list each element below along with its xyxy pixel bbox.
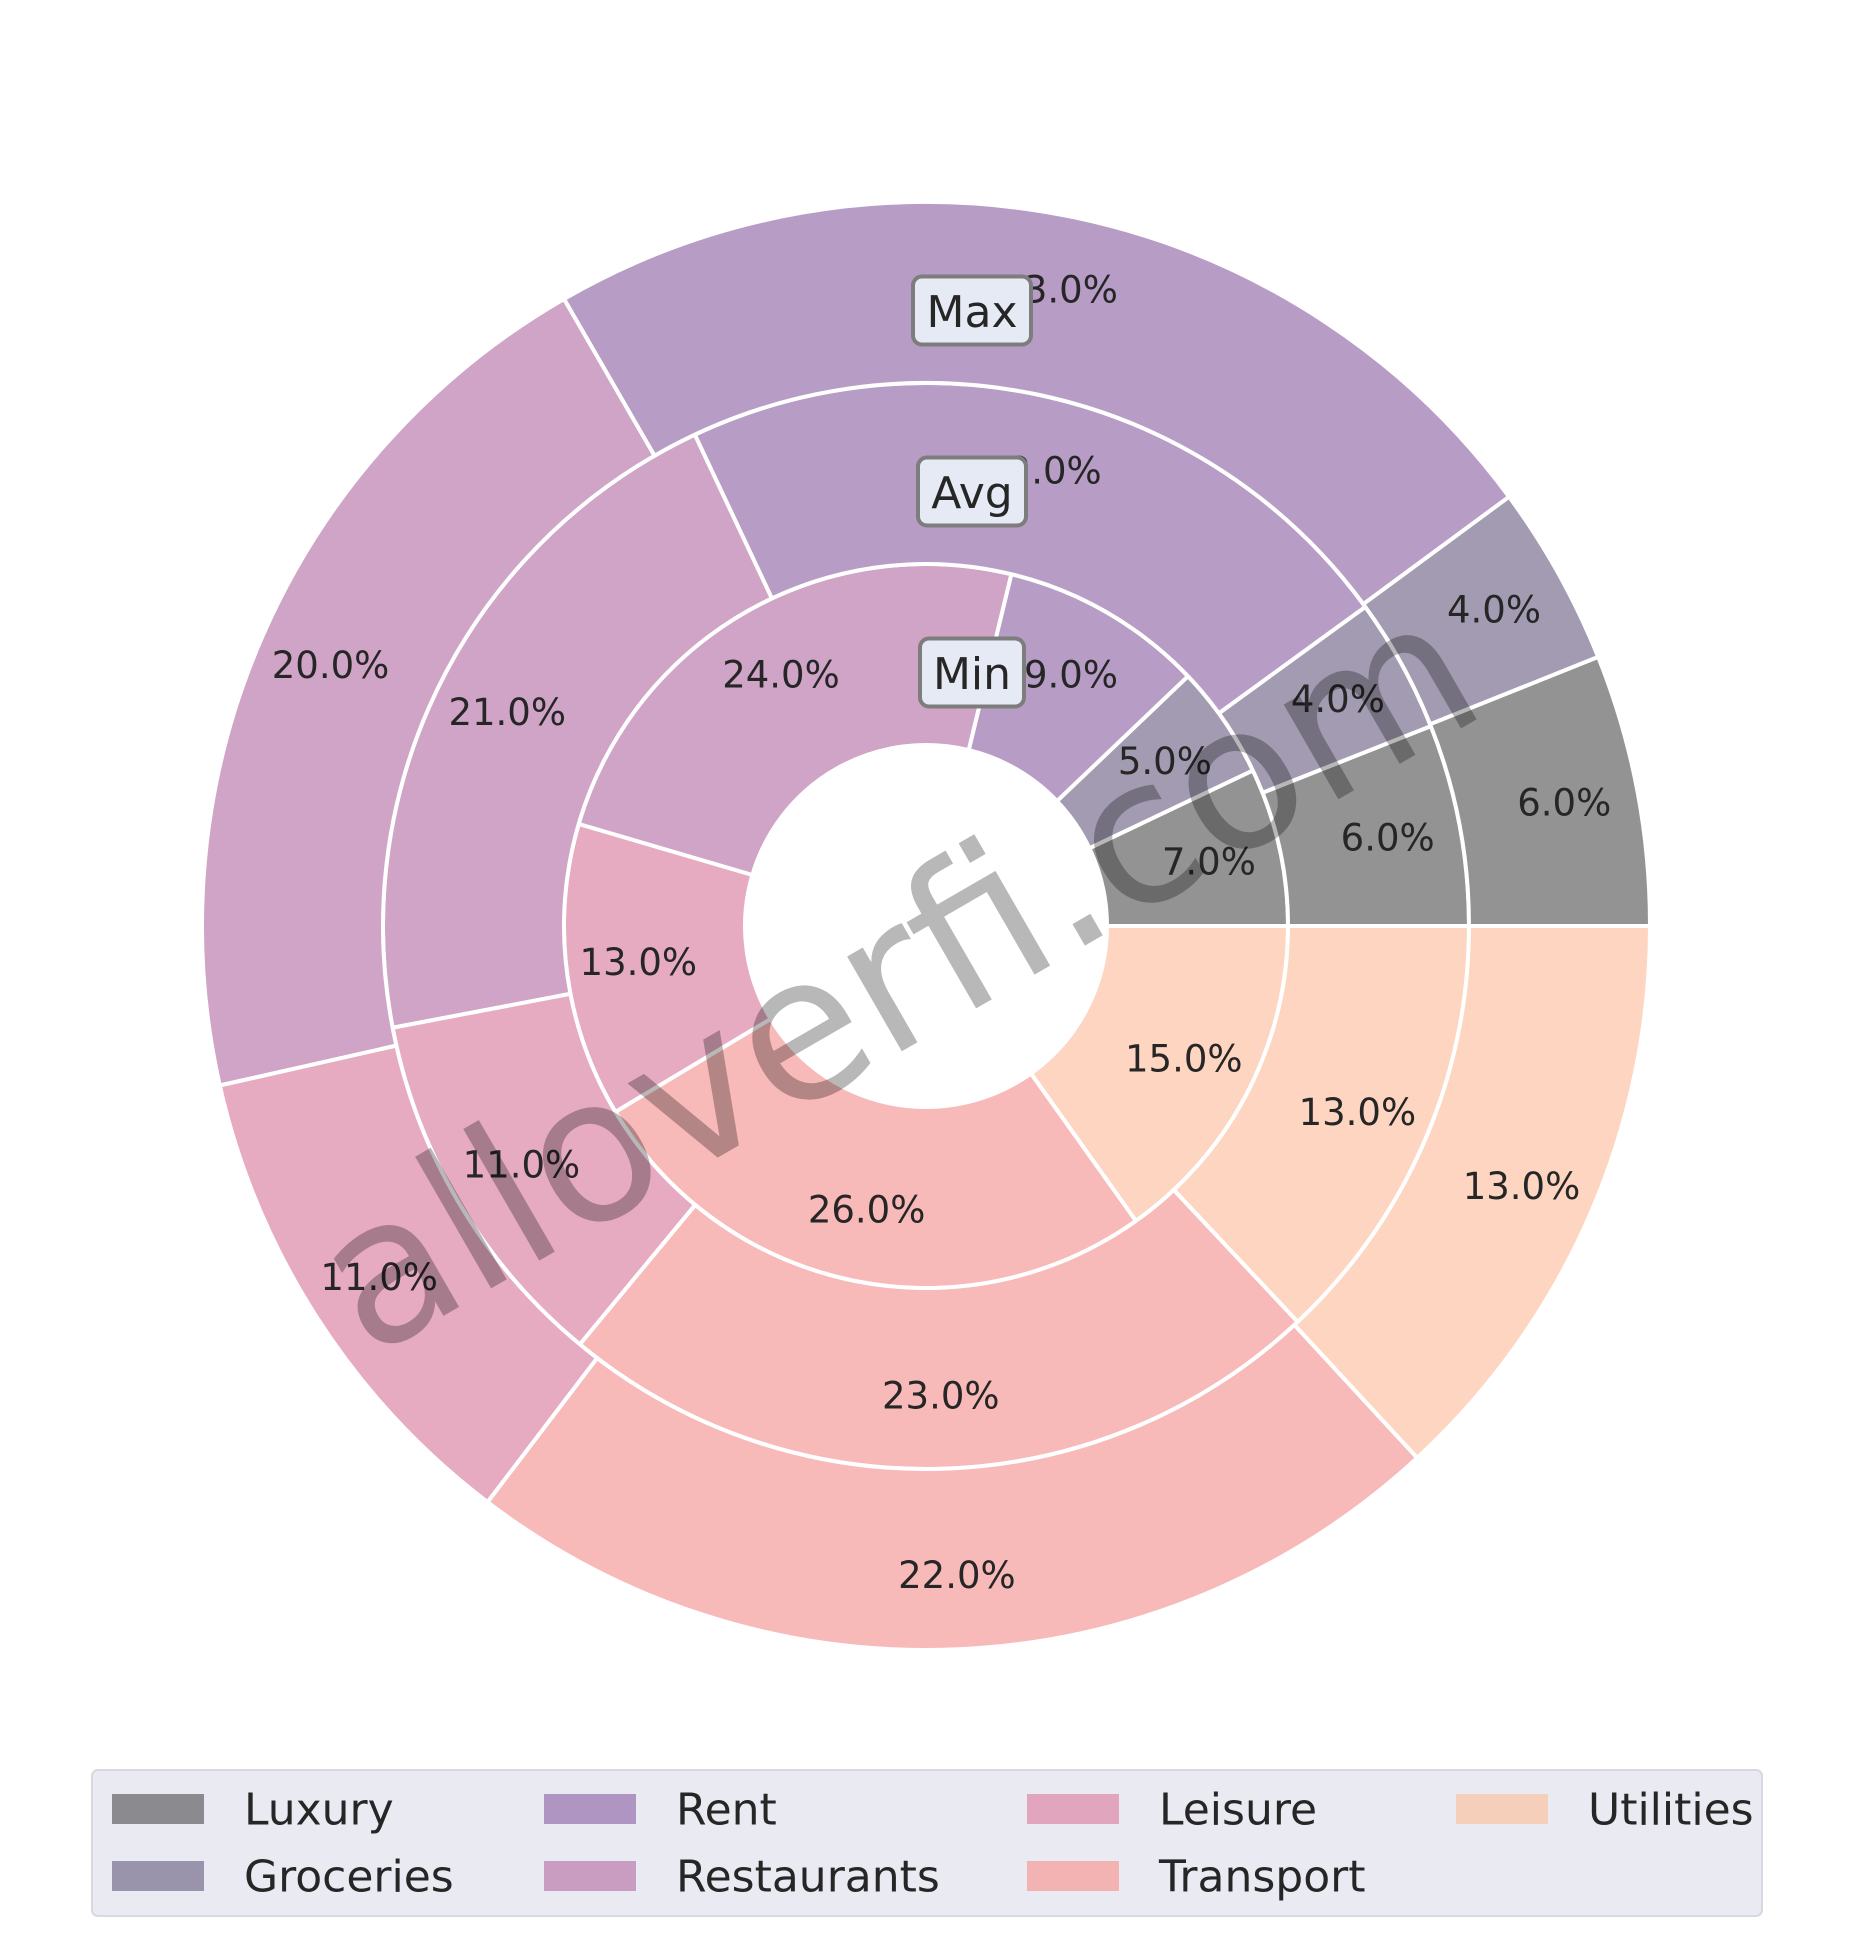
- donut-wedges: [200, 200, 1652, 1652]
- pct-label-min-leisure: 13.0%: [580, 941, 698, 984]
- pct-label-avg-luxury: 6.0%: [1341, 816, 1435, 859]
- legend-frame: [91, 1769, 1763, 1917]
- legend-swatch-utilities: [1456, 1794, 1548, 1824]
- legend-label-restaurants: Restaurants: [676, 1852, 940, 1903]
- pct-label-min-restaurants: 24.0%: [722, 653, 840, 696]
- legend-swatch-rent: [544, 1794, 636, 1824]
- wedge-max-transport: [485, 1322, 1420, 1652]
- ring-label-avg: Avg: [931, 468, 1013, 519]
- legend-label-groceries: Groceries: [244, 1852, 454, 1903]
- pct-label-max-leisure: 11.0%: [320, 1256, 438, 1299]
- pct-label-max-utilities: 13.0%: [1463, 1165, 1581, 1208]
- pct-label-avg-restaurants: 21.0%: [448, 691, 566, 734]
- legend-swatch-leisure: [1027, 1794, 1119, 1824]
- ring-label-box-min: [918, 636, 1026, 709]
- legend-swatch-groceries: [112, 1861, 204, 1891]
- legend-swatch-transport: [1027, 1861, 1119, 1891]
- pct-label-avg-utilities: 13.0%: [1299, 1091, 1417, 1134]
- legend-label-luxury: Luxury: [244, 1785, 394, 1836]
- pct-label-min-groceries: 5.0%: [1118, 740, 1212, 783]
- legend-label-utilities: Utilities: [1588, 1785, 1754, 1836]
- pct-label-avg-groceries: 4.0%: [1291, 678, 1385, 721]
- ring-label-max: Max: [927, 287, 1018, 338]
- wedge-max-restaurants: [200, 296, 657, 1088]
- legend-label-leisure: Leisure: [1159, 1785, 1317, 1836]
- pct-label-max-groceries: 4.0%: [1447, 588, 1541, 631]
- wedge-max-utilities: [1292, 924, 1652, 1460]
- legend-label-transport: Transport: [1158, 1852, 1365, 1903]
- pct-label-max-restaurants: 20.0%: [272, 644, 390, 687]
- pct-label-avg-transport: 23.0%: [882, 1374, 1000, 1417]
- pct-label-min-utilities: 15.0%: [1125, 1037, 1243, 1080]
- legend-swatch-restaurants: [544, 1861, 636, 1891]
- ring-label-box-avg: [916, 455, 1028, 528]
- ring-label-box-max: [911, 274, 1033, 347]
- ring-label-min: Min: [933, 649, 1011, 700]
- pct-label-min-luxury: 7.0%: [1162, 841, 1256, 884]
- pct-label-max-transport: 22.0%: [898, 1554, 1016, 1597]
- pct-label-avg-leisure: 11.0%: [463, 1144, 581, 1187]
- legend-swatch-luxury: [112, 1794, 204, 1824]
- ring-labels: Min Avg Max: [911, 274, 1033, 709]
- wedge-max-rent: [562, 200, 1512, 607]
- pct-label-min-transport: 26.0%: [808, 1188, 926, 1231]
- legend: Luxury Groceries Rent Restaurants Leisure Tra…: [91, 1769, 1763, 1917]
- legend-label-rent: Rent: [676, 1785, 777, 1836]
- pct-label-min-rent: 9.0%: [1024, 653, 1118, 696]
- pct-label-max-luxury: 6.0%: [1517, 781, 1611, 824]
